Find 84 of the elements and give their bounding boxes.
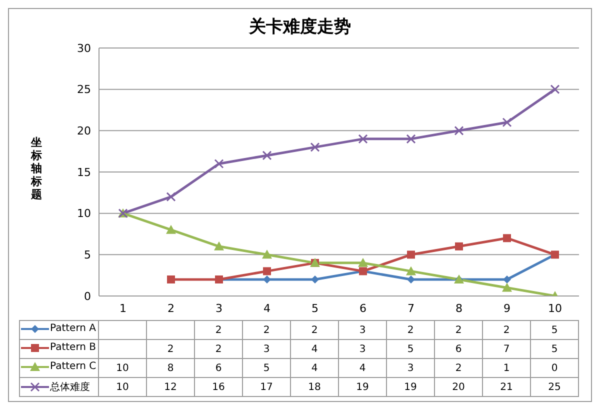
- data-label: 5: [386, 340, 434, 358]
- point: [263, 275, 271, 284]
- data-label: 8: [146, 358, 194, 378]
- data-label: 10: [98, 358, 146, 378]
- point: [166, 224, 176, 234]
- point: [407, 275, 415, 284]
- data-label: 4: [338, 358, 386, 378]
- legend-label: Pattern A: [50, 323, 96, 334]
- data-label: 6: [434, 340, 482, 358]
- x-tick-label: 5: [312, 302, 318, 315]
- x-tick-label: 10: [548, 302, 562, 315]
- data-label: 12: [146, 378, 194, 396]
- point: [167, 275, 175, 284]
- point: [406, 266, 416, 276]
- data-label: 5: [530, 320, 578, 340]
- data-label: 4: [290, 340, 338, 358]
- data-label: 2: [194, 320, 242, 340]
- y-tick-label: 10: [77, 207, 91, 220]
- point: [358, 258, 368, 267]
- x-tick-label: 1: [120, 302, 126, 315]
- legend-label: Pattern C: [50, 361, 96, 372]
- data-label: 18: [290, 378, 338, 396]
- y-tick-label: 0: [84, 290, 91, 303]
- data-label: 7: [482, 340, 530, 358]
- data-label: 21: [482, 378, 530, 396]
- y-tick-label: 5: [84, 248, 91, 262]
- data-label: 20: [434, 378, 482, 396]
- point: [166, 192, 176, 202]
- x-tick-label: 9: [504, 302, 510, 315]
- point: [262, 150, 272, 160]
- point: [214, 158, 224, 168]
- data-label: 6: [194, 358, 242, 378]
- data-label: 2: [290, 320, 338, 340]
- data-label: 19: [386, 378, 434, 396]
- point: [455, 242, 463, 250]
- point: [407, 250, 415, 259]
- point: [310, 142, 320, 152]
- data-label: 10: [98, 378, 146, 396]
- data-label: 0: [530, 358, 578, 378]
- data-label: 16: [194, 378, 242, 396]
- data-label: 2: [146, 340, 194, 358]
- y-tick-label: 30: [77, 42, 91, 55]
- x-tick-label: 4: [264, 302, 270, 315]
- data-label: 2: [242, 320, 290, 340]
- point: [502, 282, 512, 292]
- point: [454, 126, 464, 136]
- x-tick-label: 7: [408, 302, 414, 315]
- x-tick-label: 8: [456, 302, 462, 315]
- data-label: 3: [386, 358, 434, 378]
- point: [503, 275, 511, 284]
- point: [406, 134, 416, 144]
- point: [358, 134, 368, 144]
- legend-label: Pattern B: [50, 342, 96, 354]
- x-tick-label: 6: [360, 302, 366, 315]
- data-label: 2: [482, 320, 530, 340]
- y-tick-label: 15: [77, 166, 91, 179]
- data-label: 25: [530, 378, 578, 396]
- data-label: 5: [242, 358, 290, 378]
- x-tick-label: 3: [216, 302, 222, 315]
- data-label: 3: [338, 320, 386, 340]
- point: [311, 275, 319, 284]
- y-tick-label: 20: [77, 124, 91, 138]
- data-label: 2: [434, 358, 482, 378]
- point: [550, 84, 560, 94]
- point: [214, 241, 224, 250]
- legend-label: 总体难度: [50, 380, 90, 394]
- data-label: 17: [242, 378, 290, 396]
- chart-title: 关卡难度走势: [248, 16, 352, 39]
- y-tick-label: 25: [77, 83, 91, 96]
- y-axis-title: 坐标轴标题: [31, 136, 42, 200]
- data-label: 2: [434, 320, 482, 340]
- data-label: 1: [482, 358, 530, 378]
- point: [502, 118, 512, 128]
- data-label: 19: [338, 378, 386, 396]
- point: [263, 267, 271, 276]
- data-label: 3: [338, 340, 386, 358]
- data-label: 4: [290, 358, 338, 378]
- point: [503, 234, 511, 242]
- data-label: 2: [386, 320, 434, 340]
- x-tick-label: 2: [168, 302, 174, 315]
- data-label: 3: [242, 340, 290, 358]
- data-label: 5: [530, 340, 578, 358]
- point: [262, 250, 272, 259]
- data-label: 2: [194, 340, 242, 358]
